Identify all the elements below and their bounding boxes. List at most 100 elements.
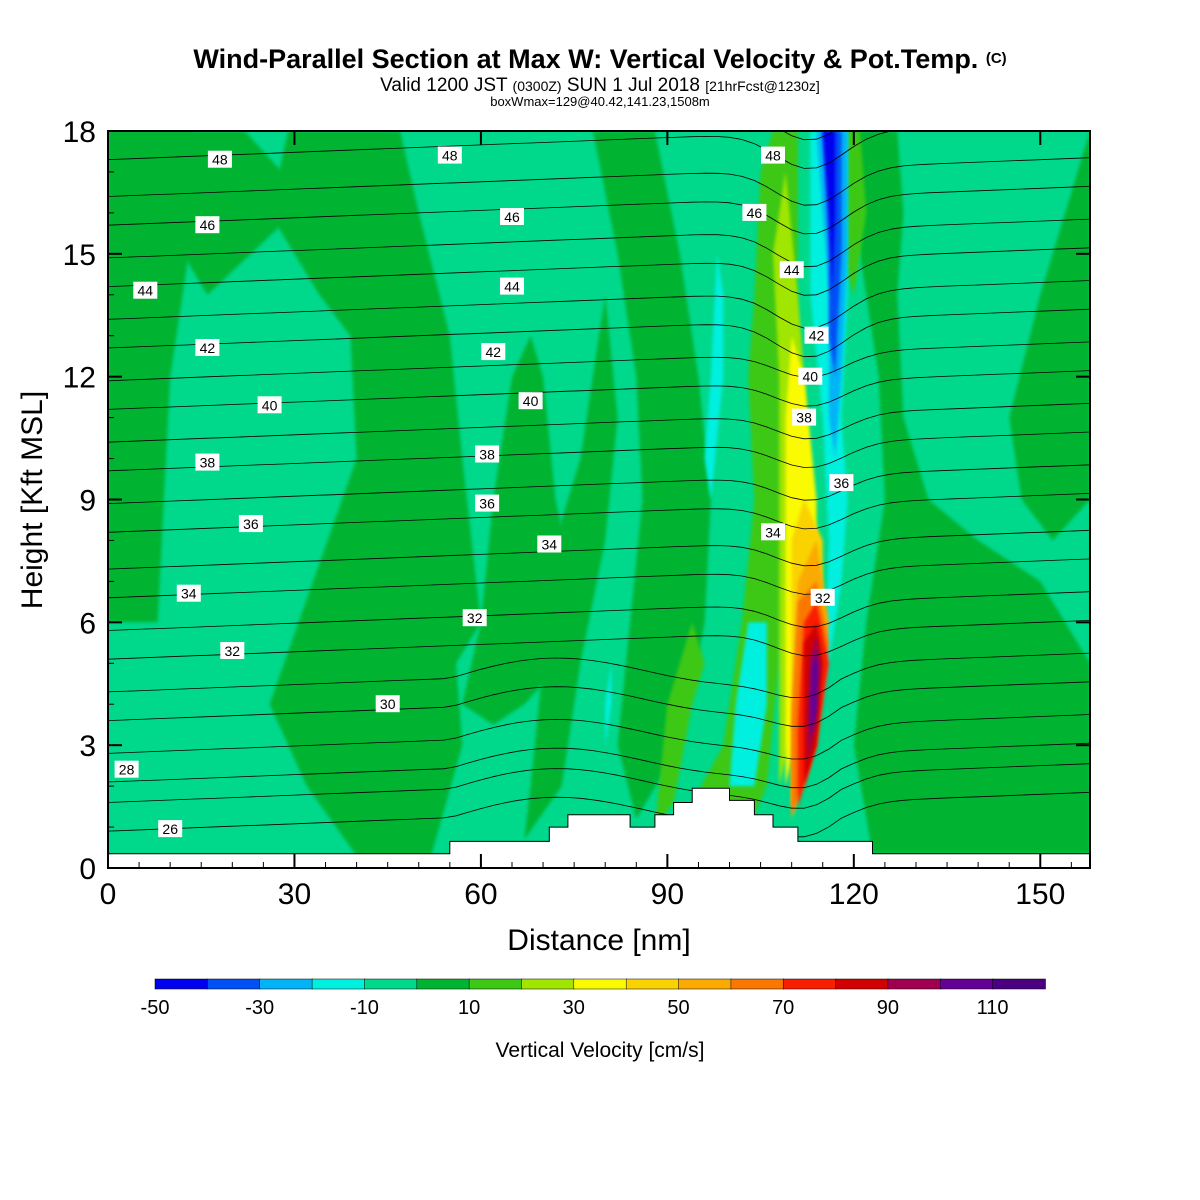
contour-label-box bbox=[500, 208, 524, 225]
ww-downdraft-45 bbox=[822, 131, 836, 295]
contour-label-text: 46 bbox=[200, 217, 216, 233]
contour-label: 46 bbox=[500, 208, 524, 225]
ww-downdraft-cyan-1 bbox=[729, 622, 767, 787]
colorbar-swatch bbox=[259, 978, 313, 990]
contour-label-text: 46 bbox=[504, 209, 520, 225]
ww-updraft-right-top bbox=[841, 131, 867, 295]
contour-label: 48 bbox=[761, 146, 785, 164]
valid-time-line: Valid 1200 JST (0300Z) SUN 1 Jul 2018 [2… bbox=[380, 75, 820, 96]
theta-contour-26 bbox=[108, 791, 1090, 838]
colorbar-swatch bbox=[940, 978, 994, 990]
theta-contour-36 bbox=[108, 493, 1090, 533]
contour-label-text: 44 bbox=[784, 262, 800, 278]
contour-label-text: 42 bbox=[809, 328, 825, 344]
contour-label-box bbox=[792, 408, 817, 426]
colorbar-tick-label: -10 bbox=[350, 997, 379, 1019]
colorbar-tick-label: 10 bbox=[458, 997, 480, 1019]
colorbar-swatch bbox=[678, 978, 732, 990]
theta-contour-intermediate bbox=[108, 714, 1090, 760]
contour-label-box bbox=[475, 445, 500, 463]
ww-weak-updraft-mid bbox=[592, 131, 711, 819]
y-tick-label: 0 bbox=[79, 853, 96, 886]
contour-label-text: 42 bbox=[200, 340, 216, 356]
contour-label-text: 34 bbox=[765, 524, 781, 540]
colorbar-tick-label: 90 bbox=[877, 997, 899, 1019]
ww-updraft-lower-left bbox=[654, 622, 705, 828]
contour-label-box bbox=[207, 150, 232, 168]
contour-label-text: 40 bbox=[523, 393, 539, 409]
contour-label-box bbox=[375, 695, 400, 713]
contour-label-text: 46 bbox=[747, 205, 763, 221]
y-axis: Height [Kft MSL] 0 3 6 9 12 15 18 bbox=[16, 116, 96, 886]
colorbar-swatch bbox=[521, 978, 575, 990]
theta-contour-intermediate bbox=[108, 464, 1090, 504]
potential-temperature-contours bbox=[108, 131, 1090, 838]
contour-label: 44 bbox=[500, 277, 524, 295]
contour-label-text: 42 bbox=[486, 344, 502, 360]
contour-label-text: 48 bbox=[765, 148, 781, 164]
contour-label: 30 bbox=[375, 695, 400, 713]
theta-contour-42 bbox=[108, 308, 1090, 358]
terrain bbox=[108, 787, 1090, 868]
x-tick-label: 0 bbox=[100, 878, 117, 911]
contour-label: 42 bbox=[481, 343, 506, 361]
contour-label-box bbox=[518, 392, 543, 410]
contour-label-box bbox=[475, 494, 500, 512]
y-tick-label: 6 bbox=[79, 607, 96, 640]
contour-label: 48 bbox=[207, 150, 232, 168]
colorbar-swatch bbox=[992, 978, 1046, 990]
contour-label: 36 bbox=[475, 494, 500, 512]
colorbar-swatch bbox=[207, 978, 261, 990]
colorbar-swatch bbox=[468, 978, 523, 990]
terrain-mask bbox=[108, 787, 1090, 868]
theta-contour-34 bbox=[108, 558, 1090, 599]
x-tick-label: 120 bbox=[829, 878, 879, 911]
ww-weak-updraft-far-right bbox=[1009, 131, 1090, 541]
contour-label: 40 bbox=[257, 396, 282, 414]
chart-title: Wind-Parallel Section at Max W: Vertical… bbox=[193, 44, 1007, 74]
contour-label-box bbox=[195, 216, 220, 234]
contour-label-text: 26 bbox=[162, 821, 178, 837]
contour-label: 34 bbox=[176, 584, 201, 602]
theta-contour-intermediate bbox=[108, 280, 1090, 329]
theta-contour-30 bbox=[108, 681, 1090, 727]
colorbar-tick-label: 110 bbox=[977, 997, 1009, 1019]
theta-contour-48 bbox=[108, 131, 894, 169]
contour-label-text: 38 bbox=[200, 455, 216, 471]
colorbar-tick-label: -50 bbox=[141, 997, 170, 1019]
axis-ticks bbox=[107, 130, 1090, 869]
theta-contour-intermediate bbox=[108, 341, 1090, 382]
contour-label: 32 bbox=[462, 609, 487, 627]
contour-label: 46 bbox=[195, 216, 220, 234]
contour-label: 38 bbox=[195, 453, 220, 471]
contour-label-text: 32 bbox=[467, 610, 483, 626]
colorbar-title: Vertical Velocity [cm/s] bbox=[496, 1039, 705, 1062]
contour-label: 36 bbox=[829, 474, 854, 492]
contour-label: 38 bbox=[792, 408, 817, 426]
contour-label-box bbox=[220, 642, 245, 659]
theta-contour-44 bbox=[108, 247, 1090, 296]
colorbar-swatch bbox=[154, 978, 209, 990]
contour-label: 26 bbox=[158, 820, 183, 838]
colorbar-swatch bbox=[782, 978, 837, 990]
contour-label: 42 bbox=[195, 339, 220, 356]
contour-label-box bbox=[176, 584, 201, 602]
colorbar-swatch bbox=[364, 978, 418, 990]
colorbar-tick-label: 50 bbox=[667, 997, 689, 1019]
ww-downdraft-cyan-3 bbox=[605, 663, 612, 746]
contour-labels: 48 48 48 46 46 46 44 44 44 42 42 42 40 40 40 38 38 38 36 36… bbox=[114, 146, 854, 838]
ww-weak-updraft-top-left bbox=[108, 131, 295, 295]
contour-label-box bbox=[462, 609, 487, 627]
theta-contour-intermediate bbox=[108, 652, 1090, 698]
contour-label-box bbox=[158, 820, 183, 838]
contour-label-text: 48 bbox=[212, 152, 228, 168]
contour-label: 40 bbox=[518, 392, 543, 410]
contour-label: 34 bbox=[537, 535, 562, 553]
colorbar-swatch bbox=[416, 978, 470, 990]
y-axis-title: Height [Kft MSL] bbox=[16, 391, 49, 609]
contour-label-box bbox=[761, 523, 785, 541]
contour-label-text: 44 bbox=[504, 279, 520, 295]
contour-label-text: 40 bbox=[262, 397, 278, 413]
contour-label-text: 38 bbox=[479, 447, 495, 463]
theta-contour-intermediate bbox=[108, 157, 1090, 206]
